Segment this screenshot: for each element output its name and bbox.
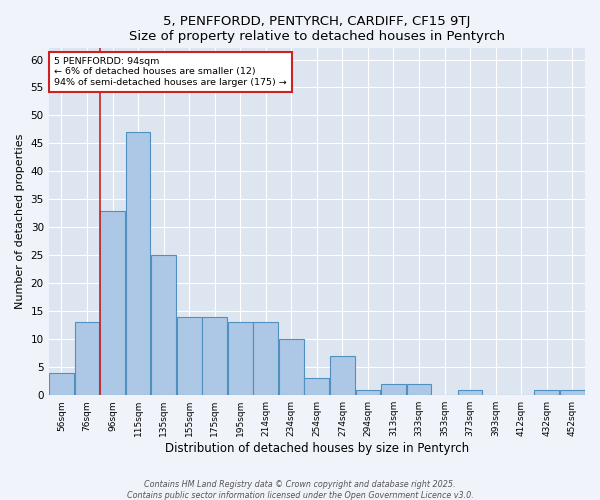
Bar <box>535 390 559 395</box>
Y-axis label: Number of detached properties: Number of detached properties <box>15 134 25 310</box>
Bar <box>253 322 278 395</box>
Bar <box>560 390 584 395</box>
Bar <box>381 384 406 395</box>
Bar <box>228 322 253 395</box>
Bar <box>458 390 482 395</box>
Bar <box>279 340 304 395</box>
Bar <box>202 317 227 395</box>
Bar <box>151 256 176 395</box>
Bar <box>304 378 329 395</box>
Bar <box>407 384 431 395</box>
Text: 5 PENFFORDD: 94sqm
← 6% of detached houses are smaller (12)
94% of semi-detached: 5 PENFFORDD: 94sqm ← 6% of detached hous… <box>54 57 287 87</box>
X-axis label: Distribution of detached houses by size in Pentyrch: Distribution of detached houses by size … <box>165 442 469 455</box>
Bar <box>356 390 380 395</box>
Bar <box>177 317 202 395</box>
Bar <box>100 210 125 395</box>
Bar <box>49 373 74 395</box>
Bar <box>125 132 151 395</box>
Text: Contains HM Land Registry data © Crown copyright and database right 2025.
Contai: Contains HM Land Registry data © Crown c… <box>127 480 473 500</box>
Bar <box>330 356 355 395</box>
Bar <box>74 322 100 395</box>
Title: 5, PENFFORDD, PENTYRCH, CARDIFF, CF15 9TJ
Size of property relative to detached : 5, PENFFORDD, PENTYRCH, CARDIFF, CF15 9T… <box>129 15 505 43</box>
